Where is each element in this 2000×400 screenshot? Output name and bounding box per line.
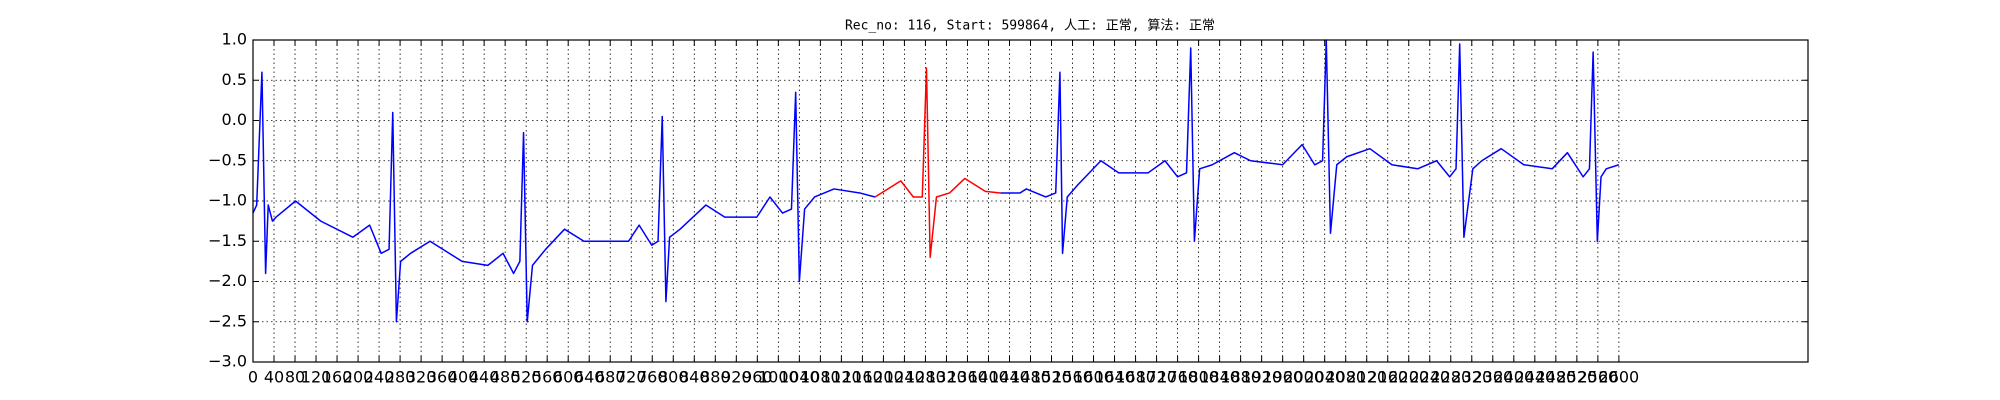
x-tick-label: 2320 [1451, 368, 1492, 387]
x-tick-label: 920 [721, 368, 752, 387]
x-tick-label: 200 [343, 368, 374, 387]
x-tick-label: 1880 [1220, 368, 1261, 387]
x-tick-label: 520 [511, 368, 542, 387]
x-tick-label: 1920 [1241, 368, 1282, 387]
x-tick-label: 640 [574, 368, 605, 387]
x-tick-label: 1600 [1073, 368, 1114, 387]
x-tick-label: 1400 [968, 368, 1009, 387]
x-tick-label: 800 [658, 368, 689, 387]
x-tick-label: 400 [448, 368, 479, 387]
x-tick-label: 440 [469, 368, 500, 387]
x-tick-label: 1000 [758, 368, 799, 387]
x-tick-label: 80 [285, 368, 305, 387]
x-tick-label: 2520 [1556, 368, 1597, 387]
x-tick-label: 1800 [1178, 368, 1219, 387]
x-tick-label: 1360 [947, 368, 988, 387]
x-tick-label: 840 [679, 368, 710, 387]
x-tick-label: 2000 [1283, 368, 1324, 387]
y-tick-label: −1.0 [208, 191, 247, 210]
x-tick-label: 560 [532, 368, 563, 387]
x-tick-label: 1960 [1262, 368, 1303, 387]
x-tick-label: 760 [637, 368, 668, 387]
x-tick-label: 1160 [842, 368, 883, 387]
x-tick-label: 160 [322, 368, 353, 387]
y-tick-label: −2.5 [208, 311, 247, 330]
ecg-line [1000, 39, 1620, 255]
x-tick-label: 2560 [1578, 368, 1619, 387]
x-tick-label: 2600 [1599, 368, 1640, 387]
x-tick-label: 1040 [779, 368, 820, 387]
x-tick-label: 1680 [1115, 368, 1156, 387]
chart-title: Rec_no: 116, Start: 599864, 人工: 正常, 算法: … [845, 19, 1215, 34]
x-tick-label: 2440 [1514, 368, 1555, 387]
y-tick-label: −0.5 [208, 150, 247, 169]
ecg-line [874, 67, 1001, 259]
x-tick-label: 2040 [1304, 368, 1345, 387]
x-tick-label: 1520 [1031, 368, 1072, 387]
x-tick-label: 600 [553, 368, 584, 387]
x-tick-label: 1240 [884, 368, 925, 387]
plot-frame [252, 39, 1809, 363]
x-tick-label: 680 [595, 368, 626, 387]
y-tick-label: 1.0 [222, 30, 247, 49]
x-tick-label: 1320 [926, 368, 967, 387]
x-tick-label: 1080 [800, 368, 841, 387]
x-tick-label: 240 [364, 368, 395, 387]
x-tick-label: 320 [406, 368, 437, 387]
x-tick-label: 360 [427, 368, 458, 387]
x-tick-label: 880 [700, 368, 731, 387]
x-tick-label: 1200 [863, 368, 904, 387]
x-tick-label: 1480 [1010, 368, 1051, 387]
x-tick-label: 0 [248, 368, 258, 387]
x-tick-label: 2280 [1430, 368, 1471, 387]
y-tick-label: 0.0 [222, 110, 247, 129]
y-tick-label: −1.5 [208, 231, 247, 250]
y-tick-label: −3.0 [208, 352, 247, 371]
x-tick-label: 1760 [1157, 368, 1198, 387]
x-tick-label: 720 [616, 368, 647, 387]
x-tick-label: 40 [264, 368, 284, 387]
x-tick-label: 1560 [1052, 368, 1093, 387]
x-tick-label: 2080 [1325, 368, 1366, 387]
x-tick-label: 480 [490, 368, 521, 387]
x-tick-label: 2160 [1367, 368, 1408, 387]
x-tick-label: 960 [742, 368, 773, 387]
x-tick-label: 2120 [1346, 368, 1387, 387]
x-tick-label: 1440 [989, 368, 1030, 387]
x-tick-label: 2240 [1409, 368, 1450, 387]
x-tick-label: 1840 [1199, 368, 1240, 387]
x-tick-label: 2480 [1535, 368, 1576, 387]
ecg-line [252, 71, 876, 323]
y-tick-label: −2.0 [208, 271, 247, 290]
x-tick-label: 120 [301, 368, 332, 387]
x-tick-label: 1720 [1136, 368, 1177, 387]
x-tick-label: 1120 [821, 368, 862, 387]
x-tick-label: 280 [385, 368, 416, 387]
y-tick-label: 0.5 [222, 70, 247, 89]
x-tick-label: 2360 [1472, 368, 1513, 387]
x-tick-label: 1280 [905, 368, 946, 387]
x-tick-label: 2200 [1388, 368, 1429, 387]
x-tick-label: 1640 [1094, 368, 1135, 387]
x-tick-label: 2400 [1493, 368, 1534, 387]
